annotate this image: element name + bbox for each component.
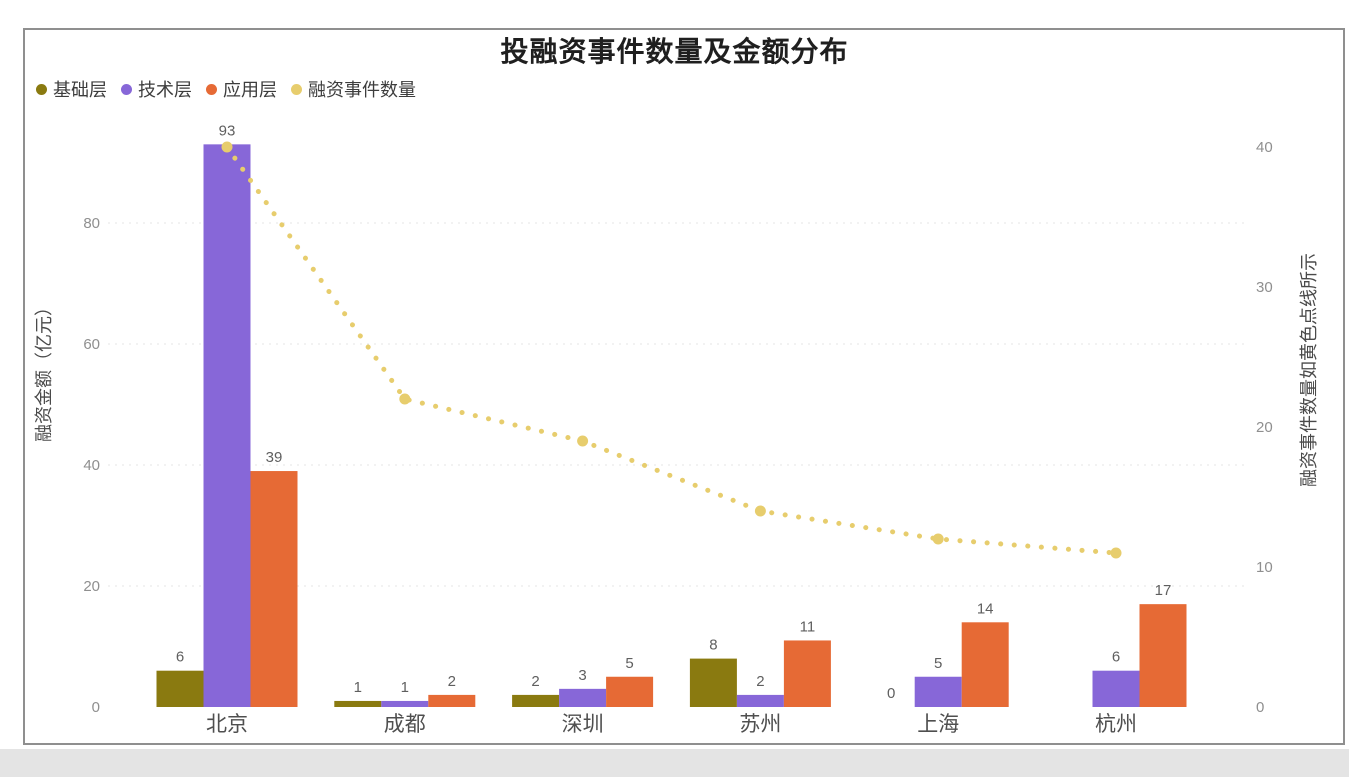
- bar-技术层-苏州: [736, 694, 784, 707]
- legend-label: 应用层: [223, 80, 277, 100]
- bar-value-label: 2: [756, 673, 764, 690]
- legend: 基础层 技术层 应用层 融资事件数量: [36, 76, 416, 102]
- legend-dot-icon: [291, 83, 302, 95]
- category-label-上海: 上海: [917, 713, 959, 736]
- legend-dot-icon: [36, 83, 47, 95]
- bar-基础层-成都: [334, 700, 382, 707]
- bar-value-label: 3: [578, 667, 586, 684]
- left-axis-tick: 80: [83, 215, 100, 232]
- legend-dot-icon: [121, 83, 132, 95]
- legend-dot-icon: [206, 83, 217, 95]
- bar-基础层-北京: [156, 670, 204, 707]
- bar-value-label: 8: [709, 637, 717, 654]
- legend-item-融资事件数量: 融资事件数量: [291, 76, 416, 102]
- right-axis-tick: 0: [1256, 699, 1264, 716]
- bar-技术层-上海: [914, 676, 962, 707]
- line-marker-成都: [399, 393, 411, 405]
- bar-value-label: 2: [448, 673, 456, 690]
- bar-value-label: 6: [1112, 649, 1120, 666]
- right-axis-tick: 20: [1256, 419, 1273, 436]
- bar-应用层-上海: [961, 622, 1009, 707]
- bar-应用层-成都: [428, 694, 476, 707]
- bar-技术层-深圳: [559, 688, 607, 707]
- category-label-北京: 北京: [206, 713, 248, 736]
- bar-技术层-成都: [381, 700, 429, 707]
- bar-value-label: 14: [977, 600, 994, 617]
- chart-title: 投融资事件数量及金额分布: [500, 36, 849, 67]
- bar-基础层-深圳: [512, 694, 560, 707]
- line-marker-苏州: [754, 505, 766, 517]
- category-label-深圳: 深圳: [562, 713, 604, 736]
- left-axis-tick: 40: [83, 457, 100, 474]
- category-label-苏州: 苏州: [739, 713, 781, 736]
- line-marker-深圳: [577, 435, 589, 447]
- bar-value-label: 6: [176, 649, 184, 666]
- right-axis-tick: 30: [1256, 279, 1273, 296]
- legend-item-基础层: 基础层: [36, 76, 107, 102]
- left-axis-tick: 60: [83, 336, 100, 353]
- bar-value-label: 2: [531, 673, 539, 690]
- bar-技术层-北京: [203, 144, 251, 708]
- category-label-成都: 成都: [384, 713, 426, 736]
- y-axis-label-right: 融资事件数量如黄色点线所示: [1299, 253, 1319, 487]
- bar-value-label: 5: [934, 655, 942, 672]
- line-marker-上海: [932, 533, 944, 545]
- right-axis-tick: 40: [1256, 139, 1273, 156]
- bar-应用层-杭州: [1139, 604, 1187, 707]
- line-marker-北京: [221, 141, 233, 153]
- y-axis-label-left: 融资金额（亿元）: [34, 298, 54, 442]
- bar-应用层-深圳: [606, 676, 654, 707]
- bar-value-label: 0: [887, 685, 895, 702]
- bottom-strip: [0, 749, 1349, 777]
- bar-基础层-苏州: [689, 658, 737, 707]
- legend-label: 基础层: [53, 80, 107, 100]
- bar-value-label: 1: [354, 679, 362, 696]
- bar-技术层-杭州: [1092, 670, 1140, 707]
- bar-value-label: 39: [266, 449, 283, 466]
- right-axis-tick: 10: [1256, 559, 1273, 576]
- legend-item-应用层: 应用层: [206, 76, 277, 102]
- left-axis-tick: 20: [83, 578, 100, 595]
- bar-value-label: 1: [401, 679, 409, 696]
- legend-label: 技术层: [138, 80, 192, 100]
- category-label-杭州: 杭州: [1095, 713, 1137, 736]
- bar-value-label: 11: [800, 618, 816, 635]
- legend-item-技术层: 技术层: [121, 76, 192, 102]
- line-融资事件数量: [224, 144, 1119, 556]
- bar-value-label: 5: [625, 655, 633, 672]
- line-marker-杭州: [1110, 547, 1122, 559]
- bar-value-label: 17: [1155, 582, 1172, 599]
- left-axis-tick: 0: [92, 699, 100, 716]
- bar-value-label: 93: [219, 122, 236, 139]
- bar-应用层-北京: [250, 471, 298, 707]
- legend-label: 融资事件数量: [308, 80, 416, 100]
- bar-应用层-苏州: [783, 640, 831, 707]
